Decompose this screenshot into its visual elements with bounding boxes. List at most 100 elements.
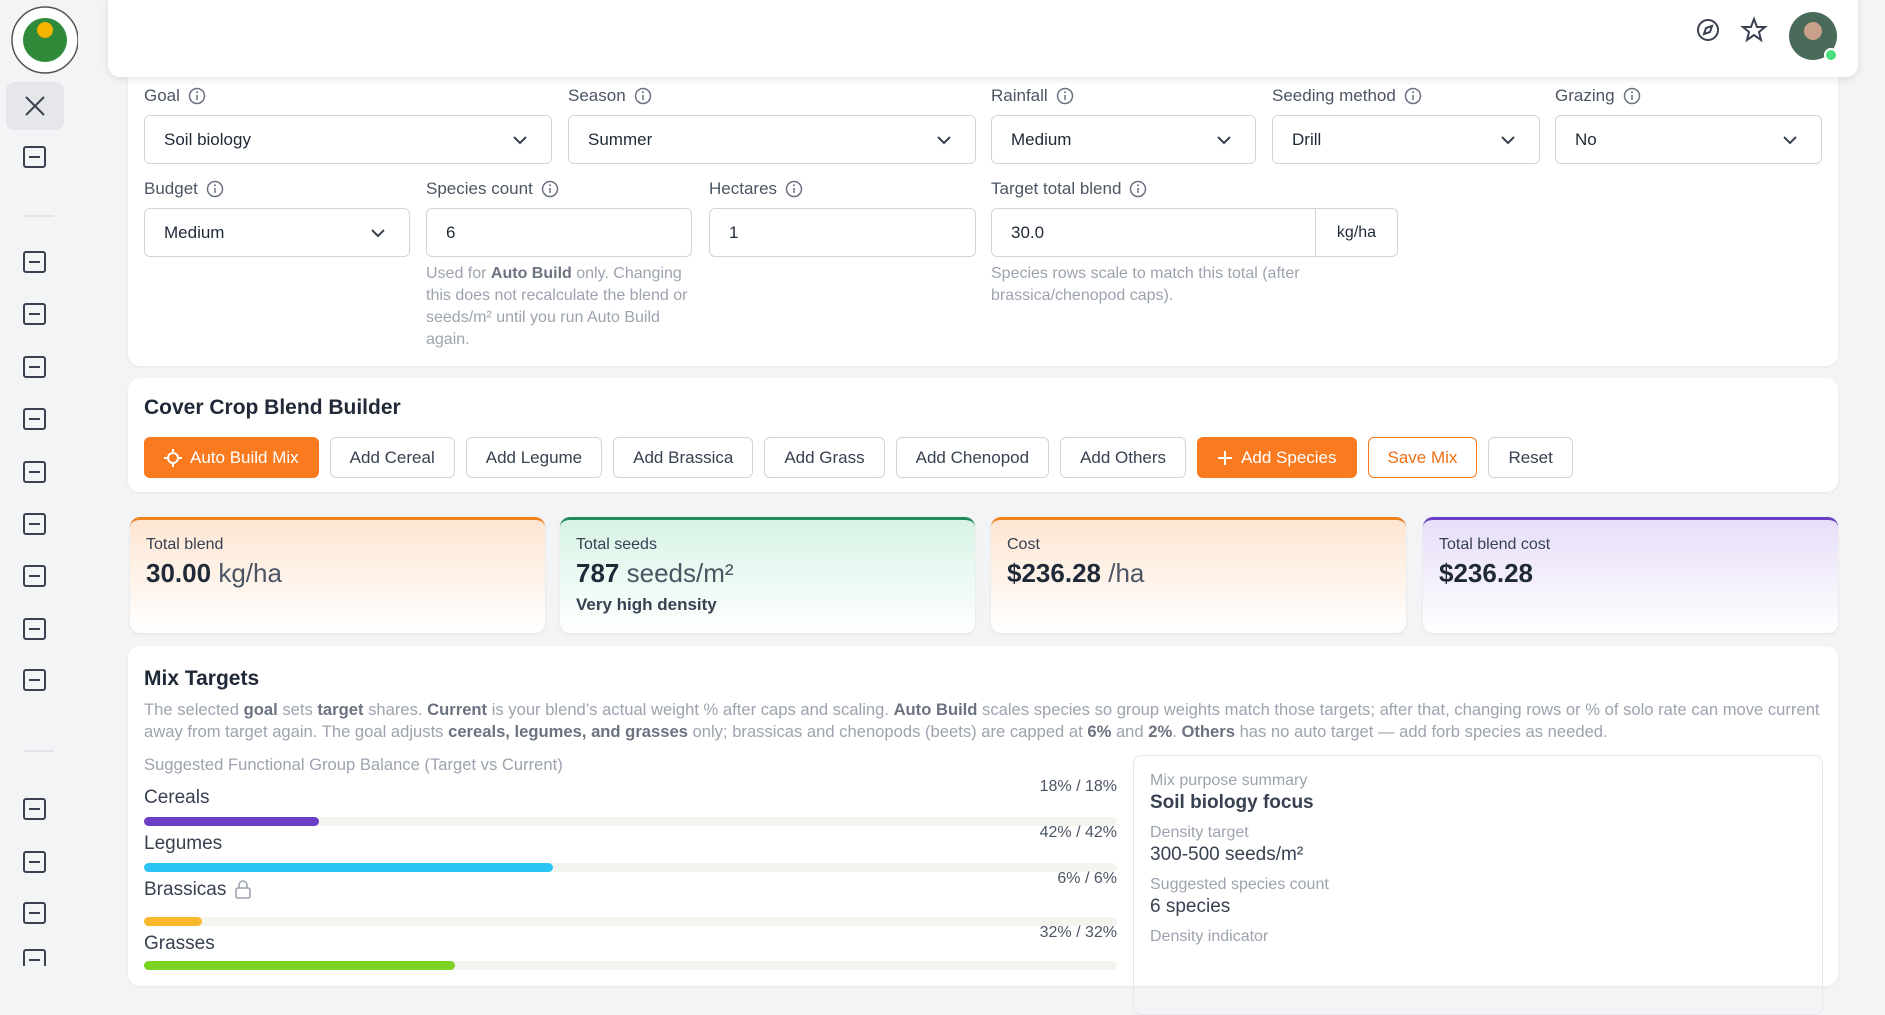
sidebar bbox=[6, 6, 78, 966]
info-icon bbox=[1130, 180, 1147, 198]
button[interactable]: Add Chenopod bbox=[895, 437, 1050, 478]
button[interactable]: Add Cereal bbox=[329, 437, 455, 478]
button-label: Add Chenopod bbox=[915, 447, 1030, 467]
text: only. Changing this does not recalculate… bbox=[426, 265, 688, 348]
bar-fill bbox=[144, 863, 553, 872]
logo-mark bbox=[23, 18, 67, 62]
select[interactable]: Medium bbox=[991, 115, 1256, 164]
stat-label: Total blend bbox=[146, 536, 224, 553]
stat-value: 787 seeds/m² bbox=[576, 558, 959, 589]
text: has no auto target — add forb species as… bbox=[1234, 722, 1608, 741]
nav-icon[interactable] bbox=[23, 408, 46, 430]
nav-icon[interactable] bbox=[25, 96, 45, 116]
mix-description: The selected goal sets target shares. Cu… bbox=[144, 699, 1824, 743]
bar-fill bbox=[144, 917, 203, 926]
field-value: Medium bbox=[164, 222, 225, 242]
nav-icon[interactable] bbox=[23, 902, 46, 924]
button[interactable]: Add Species bbox=[1197, 437, 1357, 478]
stat-card: Total seeds 787 seeds/m² Very high density bbox=[560, 517, 975, 633]
button[interactable]: Save Mix bbox=[1367, 437, 1478, 478]
group-value: 6% / 6% bbox=[1057, 870, 1117, 887]
nav-icon[interactable] bbox=[23, 851, 46, 873]
mix-subtitle: Suggested Functional Group Balance (Targ… bbox=[144, 755, 563, 774]
info-icon bbox=[1404, 87, 1422, 105]
nav-icon[interactable] bbox=[23, 303, 46, 325]
button[interactable]: Add Brassica bbox=[613, 437, 754, 478]
nav-icon[interactable] bbox=[23, 565, 46, 587]
nav-icon[interactable] bbox=[23, 251, 46, 273]
stat-value: 30.00 kg/ha bbox=[146, 558, 529, 589]
text: scales species so group weights match th… bbox=[144, 700, 1820, 741]
nav-icon[interactable] bbox=[23, 949, 46, 966]
stat-value: $236.28 bbox=[1439, 558, 1822, 589]
info-icon bbox=[541, 180, 559, 198]
info-icon bbox=[634, 87, 651, 105]
chevron bbox=[1217, 135, 1231, 144]
info-icon bbox=[1623, 87, 1640, 105]
bold-text: Others bbox=[1181, 722, 1235, 741]
compass-icon[interactable] bbox=[1693, 15, 1723, 45]
text-input[interactable]: 1 bbox=[709, 208, 976, 257]
field-label: Seeding method bbox=[1272, 86, 1422, 106]
select[interactable]: Drill bbox=[1272, 115, 1540, 164]
nav-icon[interactable] bbox=[23, 146, 46, 168]
text-input[interactable]: 6 bbox=[426, 208, 692, 257]
star-icon[interactable] bbox=[1739, 15, 1769, 45]
button-label: Add Legume bbox=[485, 447, 583, 467]
label-text: Season bbox=[568, 86, 626, 105]
nav-icon[interactable] bbox=[23, 798, 46, 820]
button[interactable]: Add Legume bbox=[465, 437, 603, 478]
stat-label: Total blend cost bbox=[1439, 536, 1551, 553]
top-bar bbox=[108, 0, 1858, 77]
bold-text: goal bbox=[243, 700, 278, 719]
mix-targets-card: Mix Targets The selected goal sets targe… bbox=[128, 646, 1838, 1015]
field-label: Rainfall bbox=[991, 86, 1074, 106]
button-label: Add Species bbox=[1241, 447, 1337, 467]
stat-label: Cost bbox=[1007, 536, 1040, 553]
nav-icon[interactable] bbox=[23, 618, 46, 640]
text: sets bbox=[277, 700, 318, 719]
bar-track bbox=[144, 817, 1117, 826]
summary-label: Density target bbox=[1150, 824, 1249, 841]
name: Grasses bbox=[144, 933, 215, 954]
nav-icon[interactable] bbox=[23, 356, 46, 378]
button-label: Auto Build Mix bbox=[190, 447, 299, 467]
text: only; brassicas and chenopods (beets) ar… bbox=[687, 722, 1088, 741]
select[interactable]: Medium bbox=[144, 208, 410, 257]
field-value: Soil biology bbox=[164, 129, 251, 149]
nav-icon[interactable] bbox=[23, 513, 46, 535]
value: 30.00 bbox=[146, 558, 212, 588]
field-value: Summer bbox=[588, 129, 653, 149]
info-icon bbox=[206, 180, 224, 198]
name: Legumes bbox=[144, 833, 223, 854]
bold-text: 6% bbox=[1087, 722, 1112, 741]
bold-text: target bbox=[317, 700, 364, 719]
plus-icon bbox=[1218, 450, 1233, 465]
button[interactable]: Add Grass bbox=[764, 437, 885, 478]
nav-icon[interactable] bbox=[23, 461, 46, 483]
app: Goal Soil biology Season Summer Rainfall Medi… bbox=[6, 0, 1858, 1015]
group-name: Legumes bbox=[144, 833, 222, 855]
text: . bbox=[1172, 722, 1182, 741]
avatar[interactable] bbox=[1788, 11, 1842, 65]
button[interactable]: Auto Build Mix bbox=[144, 437, 319, 478]
button[interactable]: Add Others bbox=[1060, 437, 1187, 478]
select[interactable]: Summer bbox=[568, 115, 976, 164]
target-help: Species rows scale to match this total (… bbox=[991, 263, 1401, 307]
select[interactable]: No bbox=[1555, 115, 1822, 164]
select[interactable]: Soil biology bbox=[144, 115, 552, 164]
unit: kg/ha bbox=[218, 558, 282, 588]
button[interactable]: Reset bbox=[1488, 437, 1573, 478]
field-value: Drill bbox=[1292, 129, 1322, 149]
group-name: Brassicas bbox=[144, 879, 252, 901]
text-input[interactable]: 30.0 kg/ha bbox=[991, 208, 1398, 257]
button-label: Add Others bbox=[1080, 447, 1167, 467]
value: 787 bbox=[576, 558, 620, 588]
nav-icon[interactable] bbox=[23, 669, 46, 691]
builder-title: Cover Crop Blend Builder bbox=[144, 396, 401, 419]
field-value: 1 bbox=[729, 222, 739, 242]
label-text: Target total blend bbox=[991, 179, 1122, 198]
page: Cover Crop Blend Builder { "form": { "fi… bbox=[6, 0, 1858, 1015]
group-value: 42% / 42% bbox=[1039, 824, 1117, 841]
field-label: Grazing bbox=[1555, 86, 1641, 106]
